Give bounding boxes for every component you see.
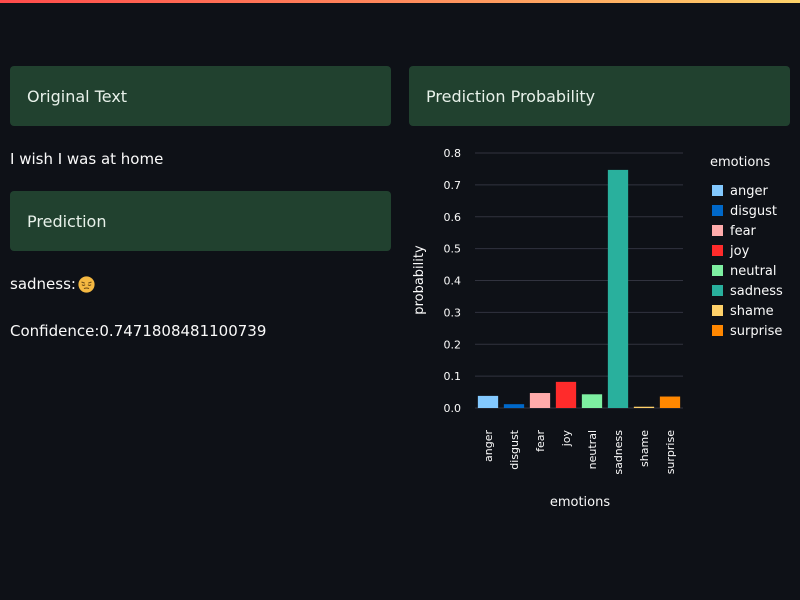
pensive-face-icon — [78, 275, 95, 293]
legend-label-fear: fear — [730, 224, 757, 239]
y-tick-label: 0.4 — [444, 275, 462, 288]
x-tick-label-sadness: sadness — [612, 430, 625, 475]
legend-label-sadness: sadness — [730, 284, 783, 299]
chart-legend: emotions anger disgust fear joy neutral sadne… — [710, 155, 783, 339]
y-tick-label: 0.7 — [444, 179, 462, 192]
bar-surprise — [659, 396, 681, 408]
x-tick-label-surprise: surprise — [664, 430, 677, 475]
legend-swatch-fear — [712, 225, 723, 236]
x-tick-label-joy: joy — [560, 430, 573, 448]
legend-label-joy: joy — [729, 244, 750, 259]
app-top-decoration-bar — [0, 0, 800, 3]
y-axis-ticks: 0.0 0.1 0.2 0.3 0.4 0.5 0.6 0.7 0.8 — [444, 147, 462, 415]
x-axis-label: emotions — [550, 495, 611, 510]
legend-swatch-disgust — [712, 205, 723, 216]
legend-swatch-anger — [712, 185, 723, 196]
y-tick-label: 0.3 — [444, 306, 462, 319]
legend-swatch-shame — [712, 305, 723, 316]
y-tick-label: 0.6 — [444, 211, 462, 224]
prediction-probability-header: Prediction Probability — [409, 66, 790, 126]
original-text-header-label: Original Text — [27, 86, 128, 106]
original-text-value: I wish I was at home — [10, 150, 164, 168]
y-axis-label: probability — [412, 245, 427, 315]
bar-fear — [529, 393, 551, 408]
y-tick-label: 0.1 — [444, 370, 462, 383]
chart-bars — [477, 169, 681, 408]
legend-label-disgust: disgust — [730, 204, 777, 219]
x-tick-label-disgust: disgust — [508, 429, 521, 469]
legend-title: emotions — [710, 155, 771, 170]
original-text-header: Original Text — [10, 66, 391, 126]
legend-label-surprise: surprise — [730, 324, 782, 339]
prediction-result: sadness: — [10, 275, 95, 293]
legend-label-anger: anger — [730, 184, 768, 199]
y-tick-label: 0.5 — [444, 243, 462, 256]
bar-neutral — [581, 394, 603, 408]
y-tick-label: 0.2 — [444, 338, 462, 351]
prediction-label: sadness: — [10, 275, 76, 293]
confidence-value: Confidence:0.7471808481100739 — [10, 322, 267, 340]
bar-sadness — [607, 169, 629, 408]
x-axis-ticks: anger disgust fear joy neutral sadness shame su… — [482, 429, 677, 474]
prediction-probability-header-label: Prediction Probability — [426, 86, 596, 106]
legend-swatch-surprise — [712, 325, 723, 336]
prediction-header-label: Prediction — [27, 211, 107, 231]
bar-joy — [555, 381, 577, 408]
chart-grid — [475, 152, 683, 409]
bar-anger — [477, 395, 499, 408]
legend-swatch-sadness — [712, 285, 723, 296]
x-tick-label-shame: shame — [638, 430, 651, 467]
x-tick-label-anger: anger — [482, 430, 495, 462]
legend-label-shame: shame — [730, 304, 774, 319]
y-tick-label: 0.8 — [444, 147, 462, 160]
probability-bar-chart: 0.0 0.1 0.2 0.3 0.4 0.5 0.6 0.7 0.8 anger disgust… — [412, 147, 783, 510]
x-tick-label-fear: fear — [534, 430, 547, 452]
y-tick-label: 0.0 — [444, 402, 462, 415]
bar-disgust — [503, 404, 525, 408]
legend-swatch-joy — [712, 245, 723, 256]
prediction-header: Prediction — [10, 191, 391, 251]
bar-shame — [633, 406, 655, 408]
legend-label-neutral: neutral — [730, 264, 777, 279]
x-tick-label-neutral: neutral — [586, 430, 599, 469]
legend-swatch-neutral — [712, 265, 723, 276]
